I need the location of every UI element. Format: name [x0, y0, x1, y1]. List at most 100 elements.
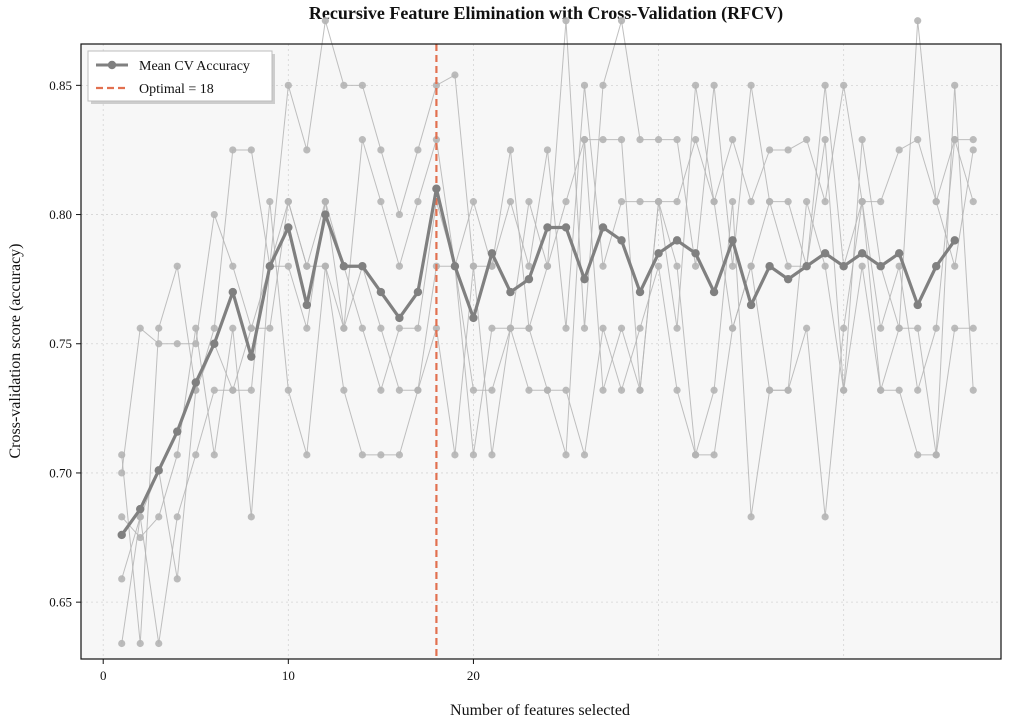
mean-point	[802, 262, 811, 271]
fold-point	[562, 386, 570, 394]
fold-point	[877, 324, 885, 332]
fold-point	[654, 136, 663, 144]
mean-point	[321, 210, 330, 219]
mean-point	[728, 236, 737, 245]
fold-point	[358, 136, 366, 144]
mean-point	[691, 249, 700, 258]
fold-point	[691, 451, 700, 459]
fold-point	[266, 198, 274, 206]
fold-point	[173, 575, 181, 583]
fold-point	[895, 324, 903, 332]
legend-box	[87, 50, 273, 102]
fold-point	[747, 81, 755, 89]
mean-point	[672, 236, 682, 245]
x-axis-label: Number of features selected	[450, 702, 630, 719]
mean-point	[302, 300, 312, 310]
fold-point	[617, 324, 626, 332]
fold-point	[784, 262, 792, 270]
fold-point	[766, 386, 774, 394]
x-tick-label: 10	[282, 668, 295, 683]
fold-point	[803, 198, 811, 206]
fold-point	[414, 198, 422, 206]
fold-point	[543, 386, 552, 394]
fold-point	[636, 386, 644, 394]
fold-point	[210, 210, 218, 219]
fold-point	[118, 513, 126, 521]
mean-point	[709, 287, 719, 297]
fold-point	[599, 262, 607, 270]
fold-series-layer	[118, 17, 977, 648]
mean-point	[191, 378, 200, 387]
fold-point	[728, 262, 737, 270]
fold-point	[525, 198, 533, 206]
mean-point	[487, 249, 497, 258]
fold-point	[155, 324, 163, 332]
fold-point	[488, 451, 496, 459]
x-axis-ticks: 0 10 20	[100, 659, 480, 683]
fold-point	[803, 136, 811, 144]
fold-point	[543, 146, 552, 154]
fold-point	[303, 324, 311, 332]
fold-point	[229, 262, 237, 270]
fold-point	[229, 146, 237, 154]
mean-point	[598, 223, 608, 232]
fold-point	[673, 386, 681, 394]
fold-point	[803, 324, 811, 332]
mean-point	[284, 223, 293, 232]
mean-point	[469, 313, 478, 323]
fold-point	[914, 324, 922, 332]
chart-title: Recursive Feature Elimination with Cross…	[309, 3, 783, 24]
fold-point	[728, 136, 737, 144]
fold-point	[932, 324, 940, 332]
fold-point	[432, 324, 441, 332]
mean-point	[358, 262, 367, 271]
fold-point	[599, 324, 607, 332]
fold-point	[562, 17, 570, 25]
mean-point	[820, 249, 830, 258]
mean-point	[210, 339, 219, 348]
fold-point	[858, 136, 866, 144]
fold-point	[247, 324, 255, 332]
mean-point	[450, 262, 460, 271]
fold-point	[266, 324, 274, 332]
mean-point	[635, 287, 645, 297]
fold-point	[747, 513, 755, 521]
mean-point	[173, 427, 182, 436]
fold-point	[155, 340, 163, 348]
fold-point	[951, 81, 959, 89]
fold-point	[451, 451, 459, 459]
fold-point	[784, 146, 792, 154]
fold-point	[377, 451, 385, 459]
fold-point	[173, 451, 181, 459]
fold-point	[580, 451, 589, 459]
fold-point	[673, 136, 681, 144]
legend-mean-label: Mean CV Accuracy	[139, 59, 250, 74]
mean-point	[228, 287, 237, 297]
fold-point	[192, 451, 200, 459]
fold-point	[340, 386, 348, 394]
mean-point	[839, 262, 848, 271]
fold-point	[747, 262, 755, 270]
fold-point	[580, 324, 589, 332]
mean-point	[561, 223, 571, 232]
fold-point	[728, 198, 737, 206]
mean-point	[913, 300, 922, 310]
fold-point	[173, 340, 181, 348]
mean-point	[136, 504, 145, 514]
fold-point	[636, 136, 644, 144]
fold-point	[951, 262, 959, 270]
fold-point	[969, 198, 977, 206]
fold-point	[858, 262, 866, 270]
fold-point	[525, 386, 533, 394]
fold-point	[673, 324, 681, 332]
fold-point	[118, 575, 126, 583]
fold-point	[877, 386, 885, 394]
y-tick-label: 0.80	[49, 207, 72, 222]
fold-point	[543, 262, 552, 270]
fold-point	[118, 469, 126, 477]
fold-point	[673, 198, 681, 206]
fold-point	[469, 262, 478, 270]
fold-point	[340, 81, 348, 89]
fold-point	[784, 198, 792, 206]
